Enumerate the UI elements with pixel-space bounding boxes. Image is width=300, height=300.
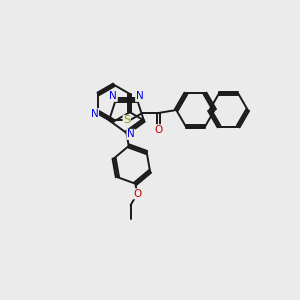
Text: N: N	[91, 109, 98, 119]
Text: N: N	[127, 129, 135, 140]
Text: N: N	[110, 92, 117, 101]
Text: N: N	[136, 92, 143, 101]
Text: S: S	[123, 115, 130, 125]
Text: O: O	[154, 125, 163, 135]
Text: O: O	[133, 189, 141, 199]
